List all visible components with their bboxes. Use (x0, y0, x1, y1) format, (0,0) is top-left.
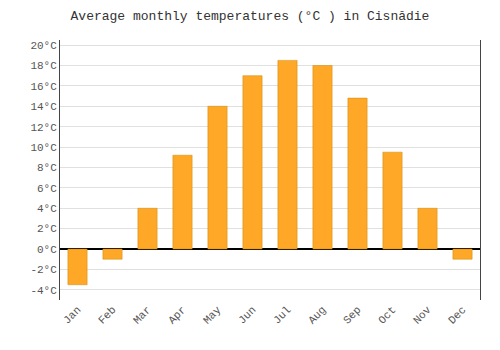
svg-text:Mar: Mar (131, 304, 153, 326)
svg-text:2°C: 2°C (37, 223, 57, 235)
svg-text:10°C: 10°C (30, 142, 57, 154)
svg-text:4°C: 4°C (37, 203, 57, 215)
svg-text:-4°C: -4°C (30, 285, 57, 297)
svg-text:8°C: 8°C (37, 162, 57, 174)
svg-text:Feb: Feb (96, 304, 118, 326)
svg-text:Apr: Apr (166, 304, 188, 326)
svg-text:6°C: 6°C (37, 183, 57, 195)
svg-text:18°C: 18°C (30, 60, 57, 72)
svg-text:Dec: Dec (446, 304, 468, 326)
svg-text:Jun: Jun (236, 304, 258, 326)
svg-text:Aug: Aug (306, 304, 328, 326)
svg-text:Average monthly temperatures (: Average monthly temperatures (°C ) in Ci… (71, 9, 430, 24)
svg-text:12°C: 12°C (30, 122, 57, 134)
svg-text:Oct: Oct (376, 304, 398, 326)
svg-text:Sep: Sep (341, 304, 363, 326)
svg-text:Jan: Jan (61, 304, 83, 326)
svg-text:16°C: 16°C (30, 81, 57, 93)
svg-text:-2°C: -2°C (30, 264, 57, 276)
svg-text:May: May (201, 304, 224, 327)
svg-text:20°C: 20°C (30, 40, 57, 52)
svg-text:0°C: 0°C (37, 244, 57, 256)
svg-text:Jul: Jul (271, 304, 293, 326)
svg-text:14°C: 14°C (30, 101, 57, 113)
svg-text:Nov: Nov (411, 304, 434, 327)
